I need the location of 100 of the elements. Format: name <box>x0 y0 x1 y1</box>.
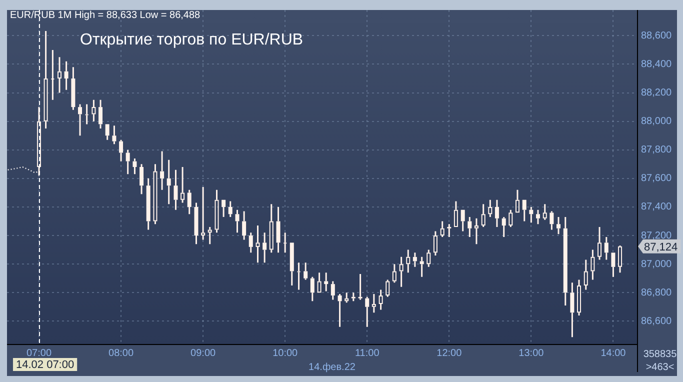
candlestick <box>44 30 48 130</box>
x-tick-label: 08:00 <box>108 348 134 359</box>
annotation: 87,124 <box>644 241 678 254</box>
y-tick-label: 86,600 <box>641 316 672 327</box>
candlestick <box>392 263 396 284</box>
candlestick <box>235 209 240 234</box>
text: >463< <box>646 362 674 373</box>
y-tick-label: 86,800 <box>641 287 672 298</box>
candlestick <box>338 293 342 328</box>
candlestick <box>112 124 116 145</box>
candlestick <box>590 249 595 281</box>
candlestick <box>529 206 534 224</box>
y-tick-label: 88,600 <box>641 30 672 42</box>
candlestick <box>542 203 547 221</box>
candlestick <box>276 206 280 254</box>
y-tick-label: 88,000 <box>641 116 672 128</box>
x-tick-label: 14:00 <box>600 348 626 359</box>
x-tick-label: 09:00 <box>190 348 216 359</box>
candlestick <box>468 216 472 238</box>
candlestick <box>248 232 253 254</box>
text: Открытие торгов по EUR/RUB <box>80 31 304 48</box>
candlestick <box>132 158 137 175</box>
candlestick <box>78 103 82 136</box>
text: 358835 <box>643 348 678 360</box>
candlestick <box>502 216 506 238</box>
candlestick <box>611 252 616 278</box>
candlestick <box>365 296 370 328</box>
candlestick <box>440 220 444 238</box>
candlestick <box>378 289 383 310</box>
y-tick-label: 87,000 <box>641 258 672 270</box>
candlestick <box>58 56 62 94</box>
candlestick <box>174 169 178 211</box>
x-tick-label: 10:00 <box>272 348 298 359</box>
text: 14.фев.22 <box>308 362 356 373</box>
candlestick <box>92 99 96 122</box>
candlestick <box>262 232 267 264</box>
candlestick <box>508 209 513 228</box>
x-tick-label: 11:00 <box>354 348 380 359</box>
candlestick <box>242 210 246 241</box>
x-tick-label: 13:00 <box>518 348 544 359</box>
candlestick <box>372 293 376 314</box>
candlestick <box>515 189 520 213</box>
candlestick <box>598 226 602 261</box>
candlestick <box>146 178 150 231</box>
candlestick <box>570 282 574 338</box>
candlestick <box>269 203 274 254</box>
candlestick <box>454 200 458 227</box>
candlestick <box>563 216 568 306</box>
candlestick <box>358 273 362 300</box>
x-tick-label: 12:00 <box>436 348 462 359</box>
candlestick <box>481 203 486 228</box>
y-tick-label: 87,400 <box>641 202 672 213</box>
y-tick-label: 87,800 <box>641 144 672 156</box>
candlestick <box>426 249 431 268</box>
candlestick <box>420 256 424 278</box>
candlestick <box>290 242 294 286</box>
candlestick <box>317 272 322 293</box>
candlestick <box>324 272 328 292</box>
candlestick <box>180 166 185 204</box>
candlestick <box>140 163 144 195</box>
candlestick <box>310 276 314 302</box>
candlestick <box>71 66 76 111</box>
candlestick <box>577 279 582 316</box>
candlestick <box>550 210 554 231</box>
annotation: EUR/RUB 1M High = 88,633 Low = 86,488 <box>10 10 201 21</box>
candlestick <box>344 292 349 304</box>
candlestick <box>618 244 622 274</box>
candlestick <box>214 189 219 234</box>
candlestick <box>228 200 232 218</box>
candlestick <box>556 216 560 235</box>
candlestick <box>201 186 206 241</box>
candlestick <box>536 209 540 225</box>
candlestick <box>187 189 192 215</box>
y-tick-label: 88,200 <box>641 88 672 99</box>
candlestick <box>399 256 404 288</box>
candlestick <box>119 139 124 162</box>
candlestick <box>330 280 335 300</box>
candlestick <box>64 60 68 91</box>
candlestick <box>433 230 438 256</box>
candlestick <box>488 199 492 218</box>
candlestick <box>474 218 478 245</box>
candlestick <box>406 249 410 274</box>
candlestick <box>166 159 171 205</box>
y-tick-label: 87,200 <box>641 230 672 242</box>
candlestick <box>160 150 164 191</box>
candlestick <box>494 199 499 228</box>
candlestick <box>304 262 308 281</box>
x-tick-label: 07:00 <box>26 348 52 359</box>
y-tick-label: 87,600 <box>641 173 672 184</box>
candlestick <box>194 202 198 245</box>
candlestick <box>604 236 608 261</box>
candlestick <box>256 224 260 264</box>
candlestick <box>412 252 417 268</box>
candlestick <box>584 259 588 291</box>
ref-line-label: 14.02 07:00 <box>16 359 74 372</box>
candlestick <box>105 124 110 141</box>
y-tick-label: 88,400 <box>641 58 672 70</box>
candlestick <box>208 226 212 245</box>
candlestick <box>126 149 130 175</box>
candlestick <box>98 99 103 130</box>
